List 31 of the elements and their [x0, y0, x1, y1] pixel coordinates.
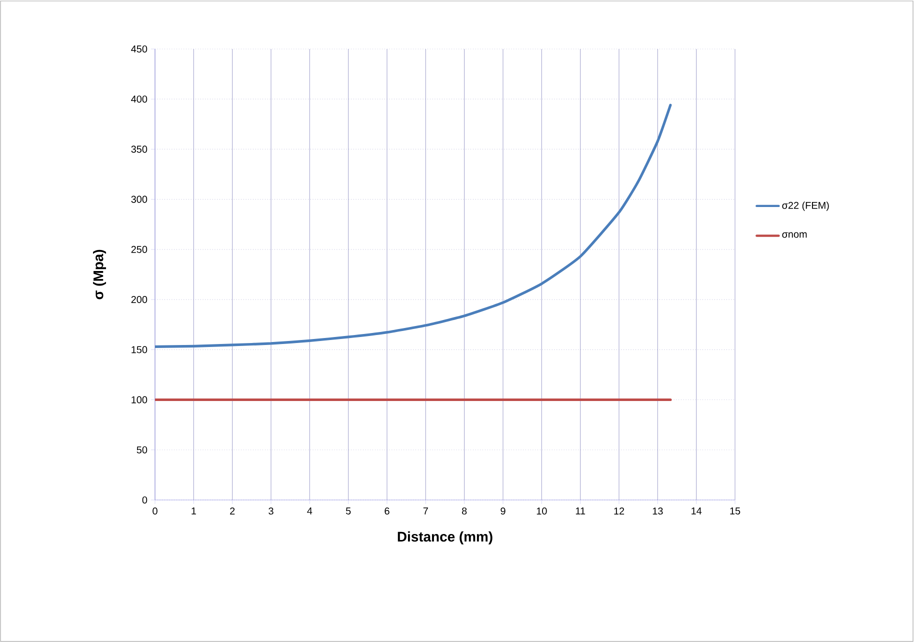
x-tick-label: 11: [576, 508, 586, 514]
x-tick-label: 12: [614, 508, 624, 514]
x-tick-label: 6: [384, 508, 390, 515]
y-tick-label: 400: [131, 96, 148, 103]
y-tick-label: 100: [132, 396, 148, 404]
y-tick-label: 200: [131, 296, 148, 304]
y-tick-label: 300: [131, 196, 148, 203]
line-series: [155, 104, 672, 348]
legend-label: σ22 (FEM): [782, 202, 829, 211]
x-tick-label: 7: [423, 508, 428, 514]
y-axis-title: σ (Mpa): [93, 250, 106, 300]
x-tick-label: 10: [536, 508, 547, 515]
x-tick-label: 0: [152, 508, 158, 515]
x-tick-label: 15: [730, 508, 740, 514]
x-tick-label: 1: [192, 508, 196, 514]
y-tick-label: 50: [136, 446, 148, 454]
y-tick-label: 350: [131, 146, 148, 153]
x-tick-label: 8: [462, 508, 467, 515]
x-tick-label: 2: [230, 508, 235, 514]
x-tick-label: 9: [500, 508, 506, 515]
x-tick-label: 13: [652, 508, 663, 515]
x-tick-label: 14: [692, 508, 702, 514]
x-tick-label: 4: [307, 508, 312, 514]
x-tick-label: 5: [346, 508, 351, 514]
y-tick-label: 250: [131, 246, 148, 253]
y-tick-label: 0: [142, 496, 148, 504]
y-tick-label: 450: [131, 45, 148, 53]
y-tick-label: 150: [132, 346, 148, 354]
x-axis-title: Distance (mm): [398, 531, 492, 544]
legend-label: σnom: [782, 232, 807, 238]
x-tick-label: 3: [268, 508, 274, 515]
